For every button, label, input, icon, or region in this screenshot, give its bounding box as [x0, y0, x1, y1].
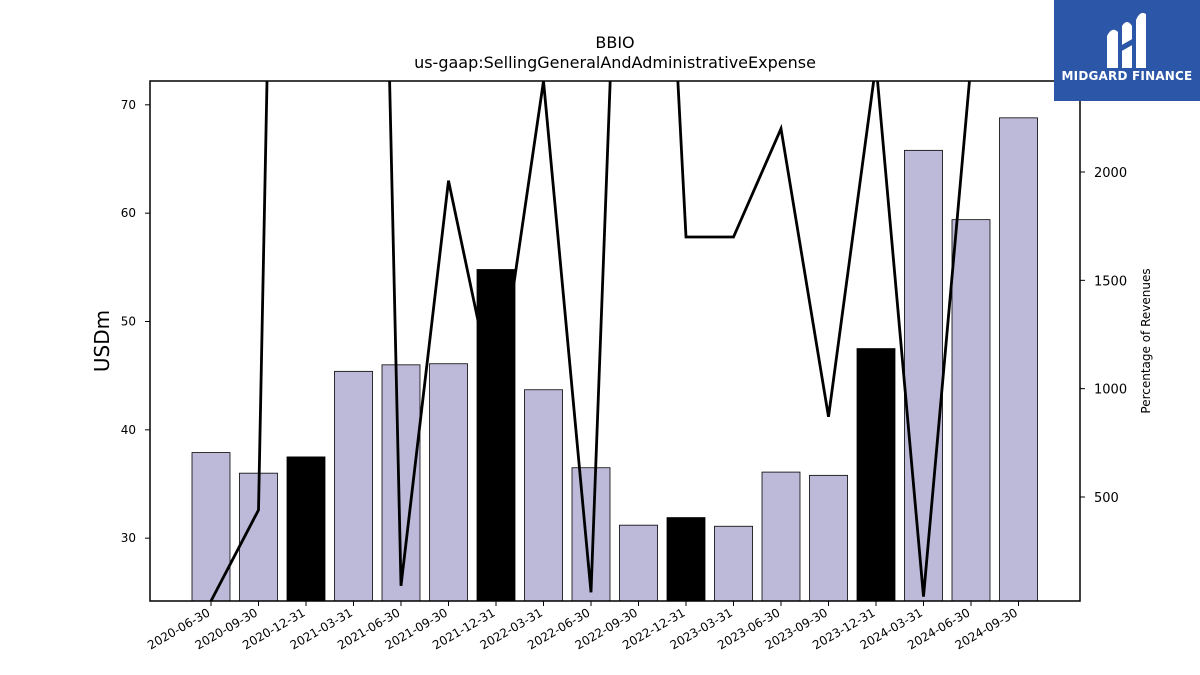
y-tick-label: 40: [121, 423, 136, 437]
y2-tick-label: 1000: [1094, 383, 1127, 398]
bar-2020-12-31: [286, 456, 326, 601]
y2-tick-label: 2000: [1094, 166, 1127, 181]
y2-tick-label: 1500: [1094, 274, 1127, 289]
bar-2024-06-30: [951, 219, 991, 601]
y-tick-label: 30: [121, 531, 136, 545]
y2-axis-label: Percentage of Revenues: [1139, 268, 1153, 413]
bar-2024-03-31: [904, 149, 943, 601]
midgard-logo-icon: [1107, 12, 1146, 68]
y-tick-label: 50: [121, 315, 136, 329]
y-tick-label: 70: [121, 98, 136, 112]
chart-subtitle: us-gaap:SellingGeneralAndAdministrativeE…: [414, 53, 816, 72]
brand-logo: MIDGARD FINANCE: [1054, 0, 1200, 101]
brand-name: MIDGARD FINANCE: [1061, 69, 1193, 83]
y2-tick-label: 500: [1094, 491, 1119, 506]
bar-2023-03-31: [714, 525, 753, 601]
bar-2023-12-31: [856, 348, 896, 601]
plot-frame: [149, 80, 1081, 602]
bar-2021-09-30: [429, 363, 468, 601]
bar-2021-03-31: [334, 370, 373, 601]
bar-2022-03-31: [524, 389, 563, 601]
bar-2024-09-30: [999, 117, 1038, 601]
y-tick-label: 60: [121, 206, 136, 220]
bar-2022-12-31: [666, 517, 706, 601]
chart-title: BBIO: [595, 33, 634, 52]
bar-2023-06-30: [761, 471, 801, 601]
bar-2020-06-30: [191, 452, 231, 601]
bar-2023-09-30: [809, 474, 848, 601]
line-percentage-of-revenues: [209, 81, 971, 601]
y-axis-label: USDm: [90, 310, 114, 372]
bar-2022-09-30: [619, 524, 658, 601]
